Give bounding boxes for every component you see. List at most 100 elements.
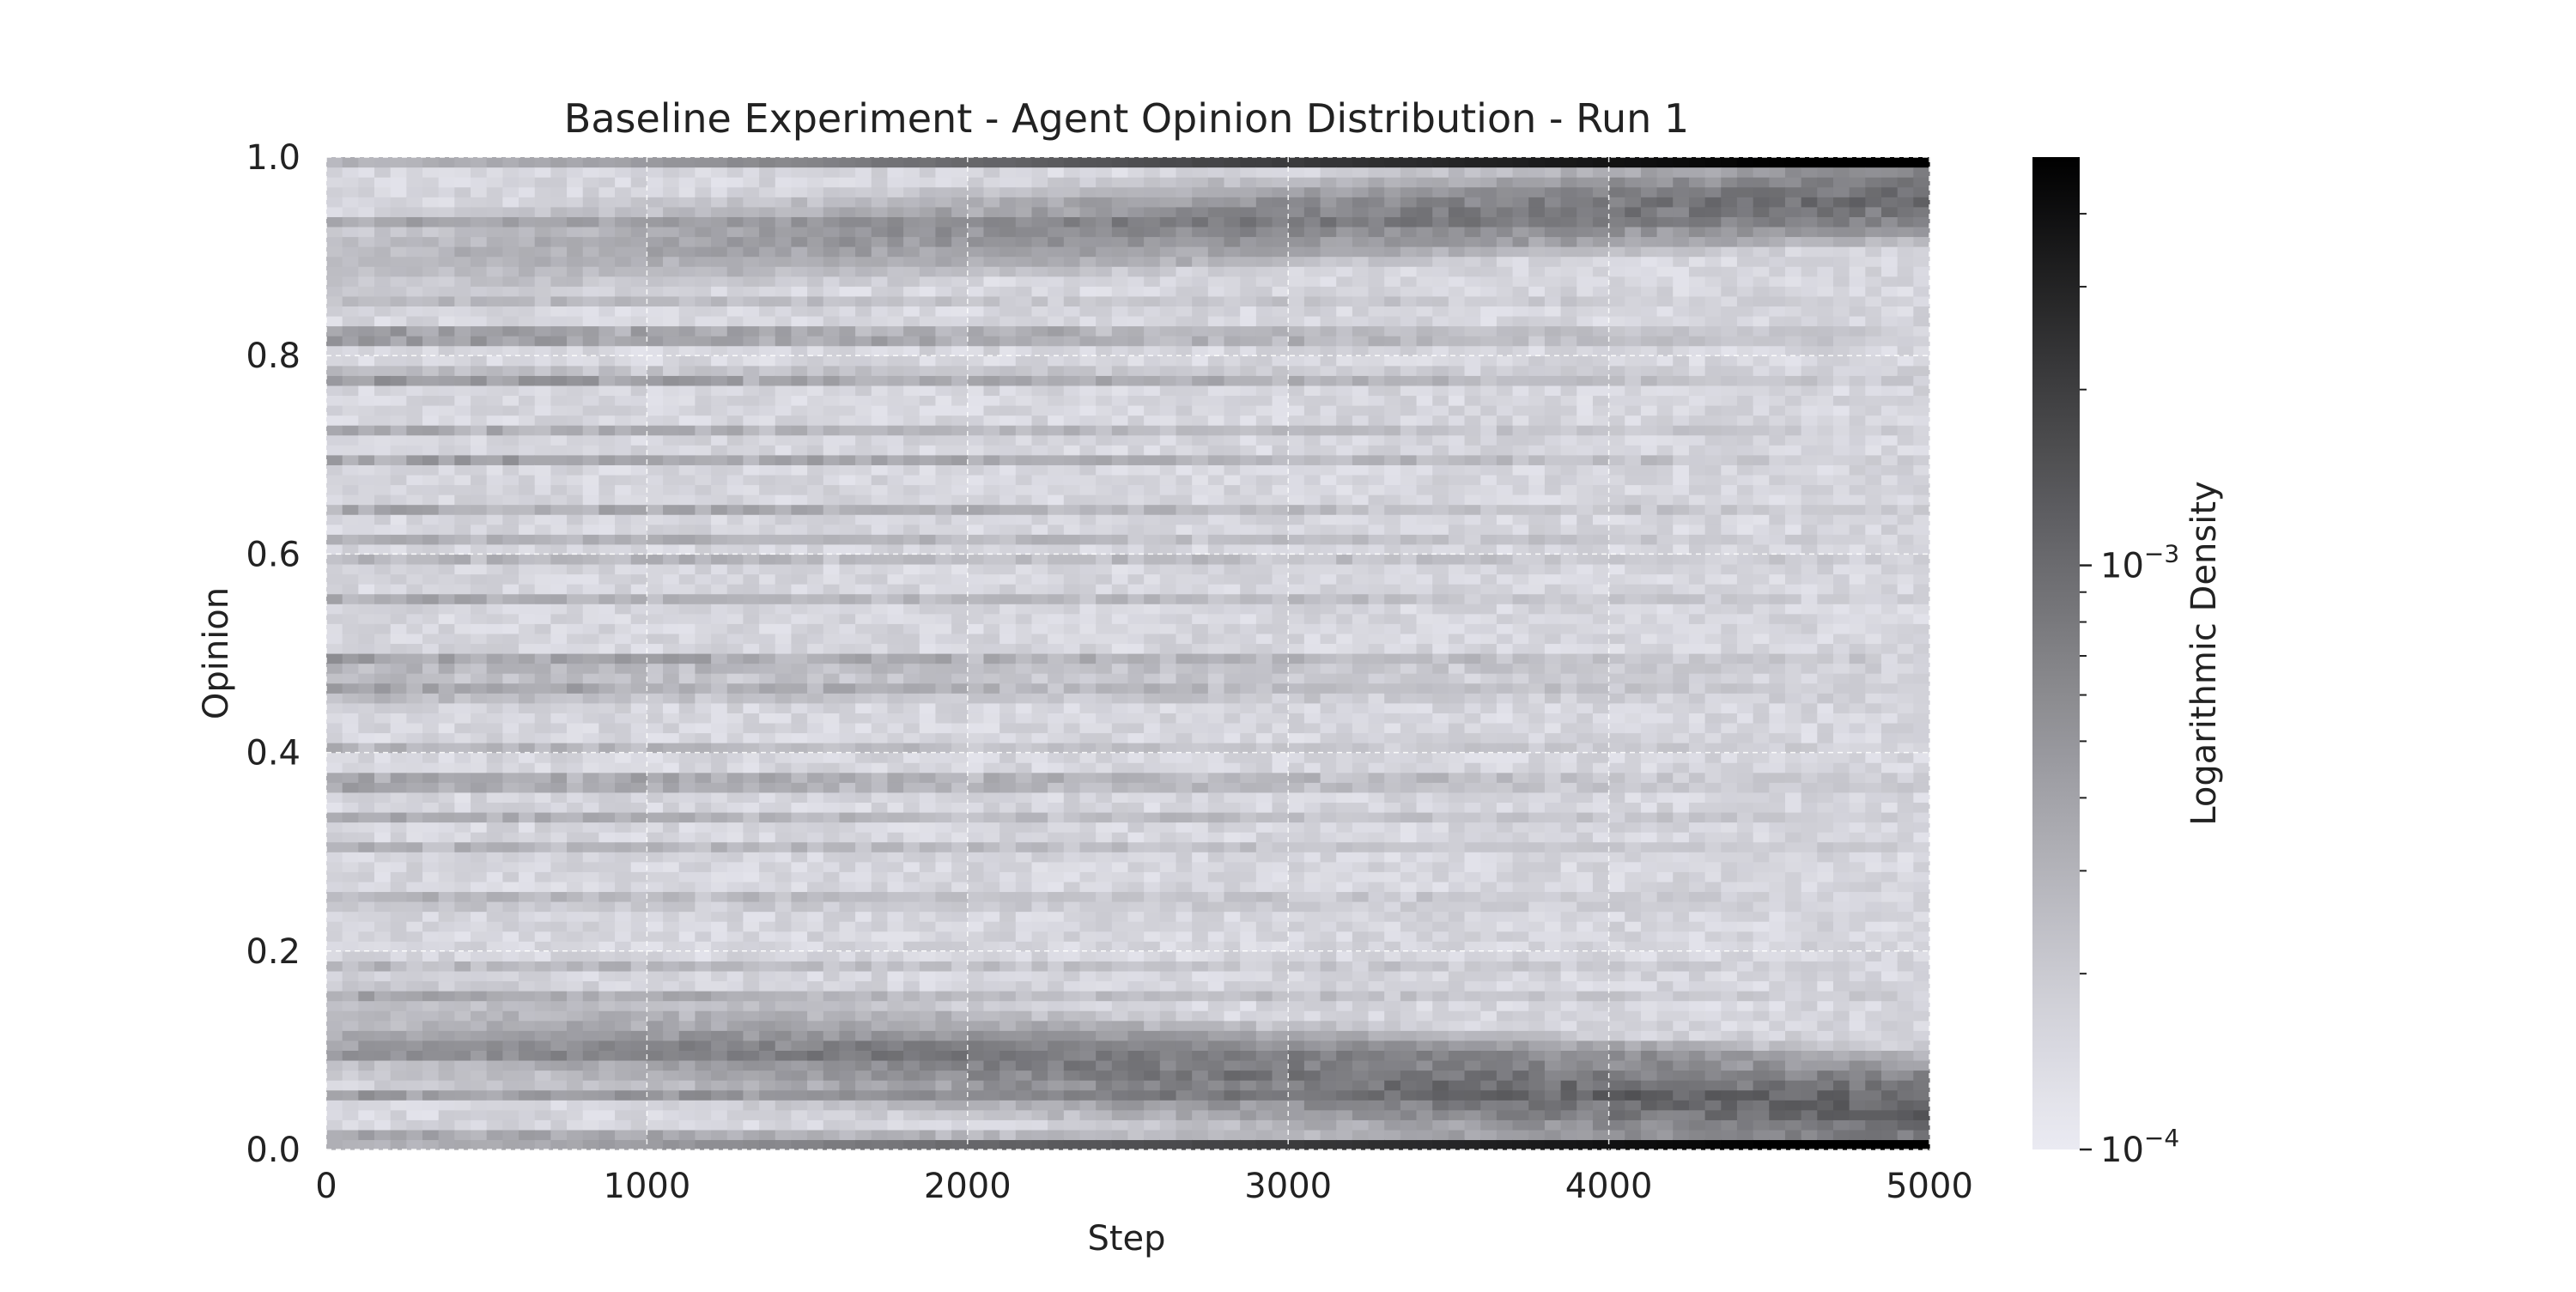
heatmap-cell	[967, 643, 985, 654]
heatmap-cell	[1063, 950, 1081, 961]
heatmap-cell	[823, 454, 841, 465]
heatmap-cell	[406, 325, 423, 337]
heatmap-cell	[358, 197, 375, 208]
heatmap-cell	[326, 454, 343, 465]
heatmap-cell	[855, 415, 872, 426]
heatmap-cell	[711, 593, 728, 604]
heatmap-cell	[967, 1059, 985, 1071]
heatmap-cell	[486, 336, 503, 347]
heatmap-cell	[358, 841, 375, 852]
heatmap-cell	[326, 236, 343, 247]
heatmap-cell	[390, 554, 407, 565]
heatmap-cell	[374, 762, 392, 773]
heatmap-cell	[582, 524, 599, 535]
heatmap-cell	[519, 484, 536, 495]
heatmap-cell	[422, 841, 440, 852]
heatmap-cell	[919, 226, 937, 238]
heatmap-cell	[390, 584, 407, 595]
heatmap-cell	[471, 336, 488, 347]
heatmap-cell	[358, 584, 375, 595]
heatmap-cell	[935, 1119, 952, 1131]
heatmap-cell	[358, 1030, 375, 1041]
heatmap-cell	[342, 177, 359, 188]
heatmap-cell	[951, 415, 969, 426]
heatmap-cell	[1096, 186, 1113, 197]
heatmap-cell	[726, 405, 744, 416]
heatmap-cell	[871, 613, 889, 624]
heatmap-cell	[630, 494, 647, 506]
heatmap-cell	[1096, 573, 1113, 585]
heatmap-cell	[759, 494, 776, 506]
heatmap-cell	[326, 852, 343, 863]
heatmap-cell	[615, 365, 632, 376]
heatmap-cell	[438, 991, 455, 1002]
heatmap-cell	[390, 306, 407, 317]
heatmap-cell	[903, 673, 920, 684]
heatmap-cell	[390, 1129, 407, 1141]
heatmap-cell	[550, 881, 568, 893]
heatmap-cell	[807, 345, 824, 356]
heatmap-cell	[534, 822, 551, 833]
heatmap-cell	[711, 961, 728, 972]
heatmap-cell	[791, 395, 808, 406]
heatmap-cell	[1079, 216, 1097, 227]
heatmap-cell	[903, 604, 920, 615]
heatmap-cell	[759, 405, 776, 416]
heatmap-cell	[823, 345, 841, 356]
heatmap-cell	[615, 186, 632, 197]
heatmap-cell	[502, 663, 519, 674]
heatmap-cell	[582, 822, 599, 833]
heatmap-cell	[358, 633, 375, 645]
heatmap-cell	[951, 355, 969, 367]
heatmap-cell	[454, 563, 471, 575]
heatmap-cell	[582, 1119, 599, 1131]
heatmap-cell	[358, 970, 375, 982]
heatmap-cell	[1015, 514, 1033, 525]
heatmap-cell	[663, 822, 680, 833]
heatmap-cell	[999, 792, 1017, 803]
heatmap-cell	[663, 961, 680, 972]
heatmap-cell	[807, 950, 824, 961]
heatmap-cell	[358, 604, 375, 615]
heatmap-cell	[486, 216, 503, 227]
heatmap-cell	[823, 743, 841, 754]
heatmap-cell	[390, 266, 407, 277]
heatmap-cell	[582, 276, 599, 287]
heatmap-cell	[1048, 524, 1065, 535]
heatmap-cell	[839, 1080, 856, 1091]
heatmap-cell	[871, 822, 889, 833]
heatmap-cell	[919, 474, 937, 486]
heatmap-cell	[454, 732, 471, 743]
heatmap-cell	[502, 1059, 519, 1071]
heatmap-cell	[486, 852, 503, 863]
heatmap-cell	[326, 584, 343, 595]
heatmap-cell	[807, 1059, 824, 1071]
heatmap-cell	[1031, 653, 1048, 664]
heatmap-cell	[342, 256, 359, 267]
heatmap-cell	[903, 504, 920, 515]
heatmap-cell	[726, 1139, 744, 1150]
heatmap-cell	[486, 1030, 503, 1041]
heatmap-cell	[374, 792, 392, 803]
heatmap-cell	[823, 445, 841, 456]
heatmap-cell	[326, 702, 343, 713]
heatmap-cell	[342, 315, 359, 327]
heatmap-cell	[342, 584, 359, 595]
heatmap-cell	[903, 911, 920, 922]
heatmap-cell	[935, 722, 952, 734]
heatmap-cell	[855, 266, 872, 277]
heatmap-cell	[647, 1100, 664, 1111]
heatmap-cell	[630, 415, 647, 426]
heatmap-cell	[534, 1030, 551, 1041]
heatmap-cell	[406, 991, 423, 1002]
heatmap-cell	[726, 613, 744, 624]
heatmap-cell	[743, 852, 760, 863]
heatmap-cell	[567, 434, 584, 446]
heatmap-cell	[534, 802, 551, 813]
heatmap-cell	[743, 722, 760, 734]
heatmap-cell	[823, 931, 841, 942]
heatmap-cell	[438, 663, 455, 674]
heatmap-cell	[983, 1000, 1000, 1011]
heatmap-cell	[855, 702, 872, 713]
heatmap-cell	[678, 246, 696, 258]
